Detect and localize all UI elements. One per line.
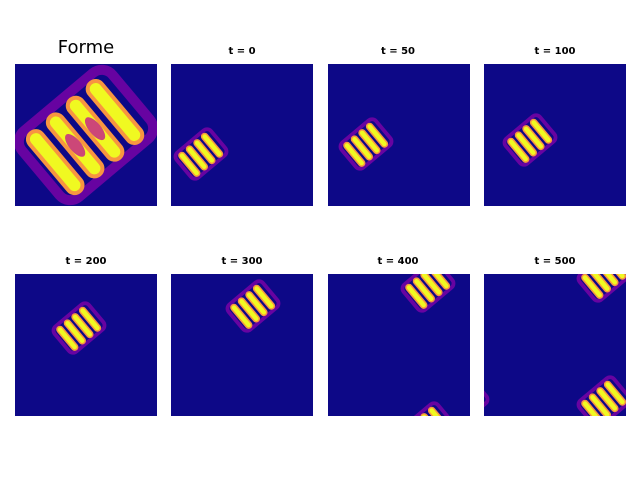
panel-title-t400: t = 400 [377,256,419,267]
panel-t400 [328,274,470,416]
t200-heatmap [15,274,157,416]
t100-heatmap [484,64,626,206]
forme-heatmap [15,64,157,206]
t300-heatmap [171,274,313,416]
panel-t200 [15,274,157,416]
panel-title-t300: t = 300 [221,256,263,267]
t400-heatmap [328,274,470,416]
panel-forme [15,64,157,206]
panel-title-forme: Forme [57,37,115,58]
t500-heatmap [484,274,626,416]
panel-title-t100: t = 100 [534,46,576,57]
panel-title-t500: t = 500 [534,256,576,267]
panel-title-t0: t = 0 [228,46,256,57]
panel-t50 [328,64,470,206]
panel-title-t200: t = 200 [65,256,107,267]
panel-t300 [171,274,313,416]
panel-t100 [484,64,626,206]
t50-heatmap [328,64,470,206]
panel-t500 [484,274,626,416]
panel-t0 [171,64,313,206]
panel-title-t50: t = 50 [380,46,416,57]
t0-heatmap [171,64,313,206]
